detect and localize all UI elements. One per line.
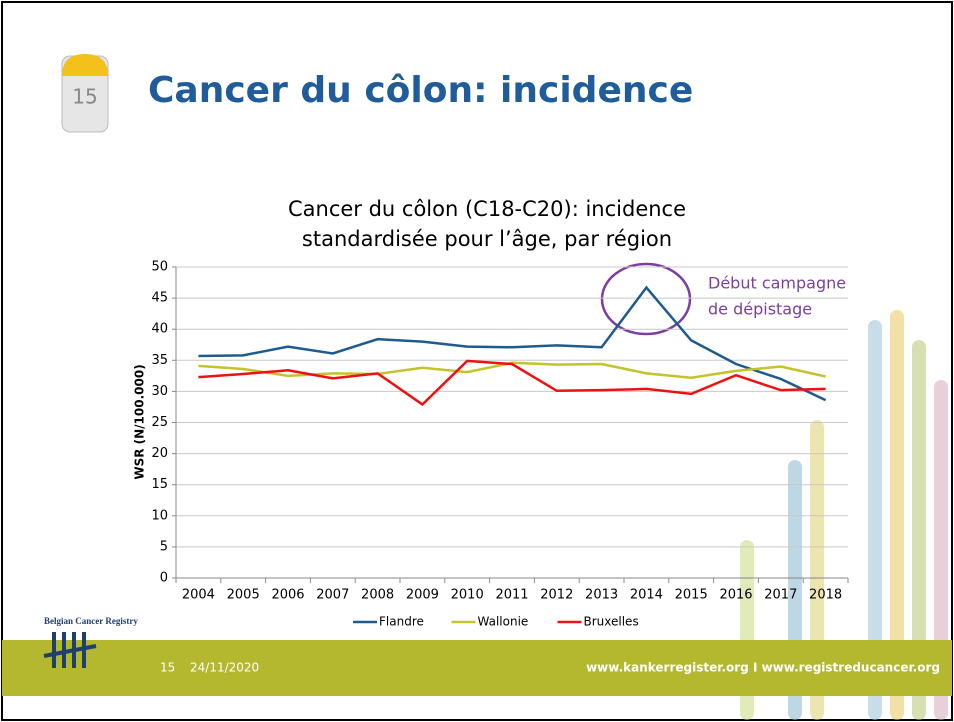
x-tick-label: 2013 (585, 588, 618, 603)
series-line (198, 285, 827, 402)
footer: Belgian Cancer Registry 15 24/11/2020 ww… (2, 616, 952, 696)
y-tick-label: 30 (151, 384, 168, 399)
logo-mark (43, 632, 97, 668)
x-tick-label: 2007 (316, 588, 349, 603)
chart-title: standardisée pour l’âge, par région (302, 227, 672, 251)
legend-label: Bruxelles (584, 615, 639, 629)
plot: 0 5 10 15 20 25 30 35 40 45 50 2004 2005 2006 2007 2008… (151, 260, 849, 603)
y-tick-label: 0 (160, 571, 168, 586)
y-axis-label: WSR (N/100.000) (133, 364, 147, 479)
x-tick-label: 2004 (182, 588, 215, 603)
annotation: de dépistage (708, 300, 812, 319)
y-tick-label: 25 (151, 415, 168, 430)
y-tick-label: 20 (151, 446, 168, 461)
x-tick-label: 2011 (495, 588, 528, 603)
x-tick-label: 2008 (361, 588, 394, 603)
x-tick-label: 2017 (764, 588, 797, 603)
logo-text: Belgian Cancer Registry (44, 616, 138, 626)
x-tick-label: 2014 (630, 588, 663, 603)
highlight-circle (600, 262, 692, 336)
y-tick-label: 5 (160, 539, 168, 554)
y-tick-label: 15 (151, 477, 168, 492)
chart-title: Cancer du côlon (C18-C20): incidence (288, 197, 686, 221)
annotation: Début campagne (708, 274, 846, 293)
x-tick-label: 2005 (227, 588, 260, 603)
legend-label: Flandre (379, 615, 424, 629)
series-line (198, 359, 826, 407)
y-tick-label: 35 (151, 353, 168, 368)
date: 24/11/2020 (190, 661, 259, 675)
milestone-label: 15 (72, 85, 97, 109)
x-tick-label: 2018 (809, 588, 842, 603)
y-tick-label: 40 (151, 322, 168, 337)
y-tick-label: 50 (151, 260, 168, 275)
x-tick-label: 2010 (451, 588, 484, 603)
y-tick-label: 45 (151, 291, 168, 306)
x-tick-label: 2009 (406, 588, 439, 603)
x-tick-label: 2006 (271, 588, 304, 603)
x-tick-label: 2015 (675, 588, 708, 603)
milestone-icon: 15 (61, 54, 109, 133)
footer-bar (2, 640, 952, 696)
legend-label: Wallonie (478, 615, 529, 629)
x-tick-label: 2016 (719, 588, 752, 603)
links: www.kankerregister.org I www.registreduc… (586, 661, 940, 675)
x-tick-label: 2012 (540, 588, 573, 603)
slide-title: Cancer du côlon: incidence (148, 70, 693, 111)
y-tick-label: 10 (151, 508, 168, 523)
page-number: 15 (160, 661, 175, 675)
